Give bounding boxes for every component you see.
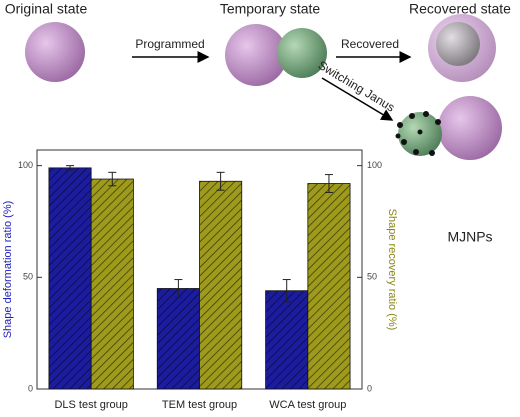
- arrow-label: Switching Janus: [316, 58, 398, 115]
- sphere: [277, 28, 327, 78]
- state-label: Temporary state: [220, 1, 321, 17]
- state-label: Recovered state: [409, 1, 511, 17]
- y2-tick-label: 0: [367, 383, 372, 393]
- error-bar: [66, 165, 75, 171]
- y-tick-label: 100: [18, 160, 33, 170]
- y2-axis-label: Shape recovery ratio (%): [386, 209, 398, 331]
- product-label: MJNPs: [447, 229, 492, 245]
- error-bar: [282, 279, 291, 303]
- dots: [395, 111, 441, 156]
- sphere: [25, 22, 85, 82]
- chart: 0 50 100 0 50 100 Shape deformation ratio (%) S…: [2, 149, 398, 411]
- x-tick-label: DLS test group: [54, 399, 127, 411]
- y2-tick-label: 100: [367, 160, 382, 170]
- arrow-label: Recovered: [341, 37, 399, 51]
- bar: [156, 288, 200, 390]
- y-tick-label: 50: [23, 272, 33, 282]
- error-bar: [216, 171, 225, 191]
- bar: [265, 290, 309, 390]
- bar: [199, 180, 243, 390]
- arrow-label: Programmed: [135, 37, 204, 51]
- arrow: [321, 77, 394, 121]
- x-tick-label: WCA test group: [269, 399, 346, 411]
- y-axis-label: Shape deformation ratio (%): [2, 201, 14, 339]
- bar: [48, 167, 92, 390]
- state-label: Original state: [5, 1, 88, 17]
- bar: [90, 178, 134, 390]
- sphere: [436, 22, 480, 66]
- y2-tick-label: 50: [367, 272, 377, 282]
- bar: [307, 183, 351, 390]
- error-bar: [108, 171, 117, 187]
- y-tick-label: 0: [28, 383, 33, 393]
- error-bar: [324, 174, 333, 193]
- x-tick-label: TEM test group: [162, 399, 237, 411]
- sphere: [438, 96, 502, 160]
- error-bar: [174, 279, 183, 298]
- sphere: [225, 24, 287, 86]
